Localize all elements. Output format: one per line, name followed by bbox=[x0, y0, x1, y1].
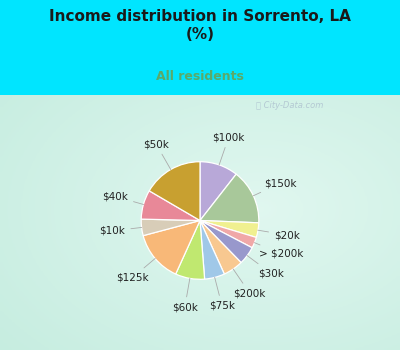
Text: $75k: $75k bbox=[209, 277, 235, 311]
Wedge shape bbox=[149, 162, 200, 220]
Text: $100k: $100k bbox=[212, 132, 245, 165]
Wedge shape bbox=[141, 219, 200, 236]
Wedge shape bbox=[200, 220, 256, 248]
Text: $20k: $20k bbox=[258, 230, 300, 240]
Wedge shape bbox=[200, 220, 252, 262]
Text: $30k: $30k bbox=[247, 256, 284, 278]
Text: $60k: $60k bbox=[172, 278, 198, 312]
Text: $125k: $125k bbox=[116, 258, 155, 282]
Text: > $200k: > $200k bbox=[254, 243, 304, 259]
Text: $10k: $10k bbox=[100, 226, 142, 236]
Wedge shape bbox=[143, 220, 200, 274]
Text: $200k: $200k bbox=[233, 269, 266, 298]
Wedge shape bbox=[141, 191, 200, 220]
Text: $150k: $150k bbox=[253, 178, 296, 196]
Text: ⓘ City-Data.com: ⓘ City-Data.com bbox=[256, 102, 323, 111]
Text: $40k: $40k bbox=[102, 191, 144, 204]
Wedge shape bbox=[200, 220, 259, 237]
Text: All residents: All residents bbox=[156, 70, 244, 83]
Wedge shape bbox=[200, 220, 224, 279]
Wedge shape bbox=[176, 220, 205, 279]
Text: $50k: $50k bbox=[143, 139, 171, 170]
Text: Income distribution in Sorrento, LA
(%): Income distribution in Sorrento, LA (%) bbox=[49, 9, 351, 42]
Wedge shape bbox=[200, 220, 241, 274]
Wedge shape bbox=[200, 162, 236, 220]
Wedge shape bbox=[200, 174, 259, 223]
